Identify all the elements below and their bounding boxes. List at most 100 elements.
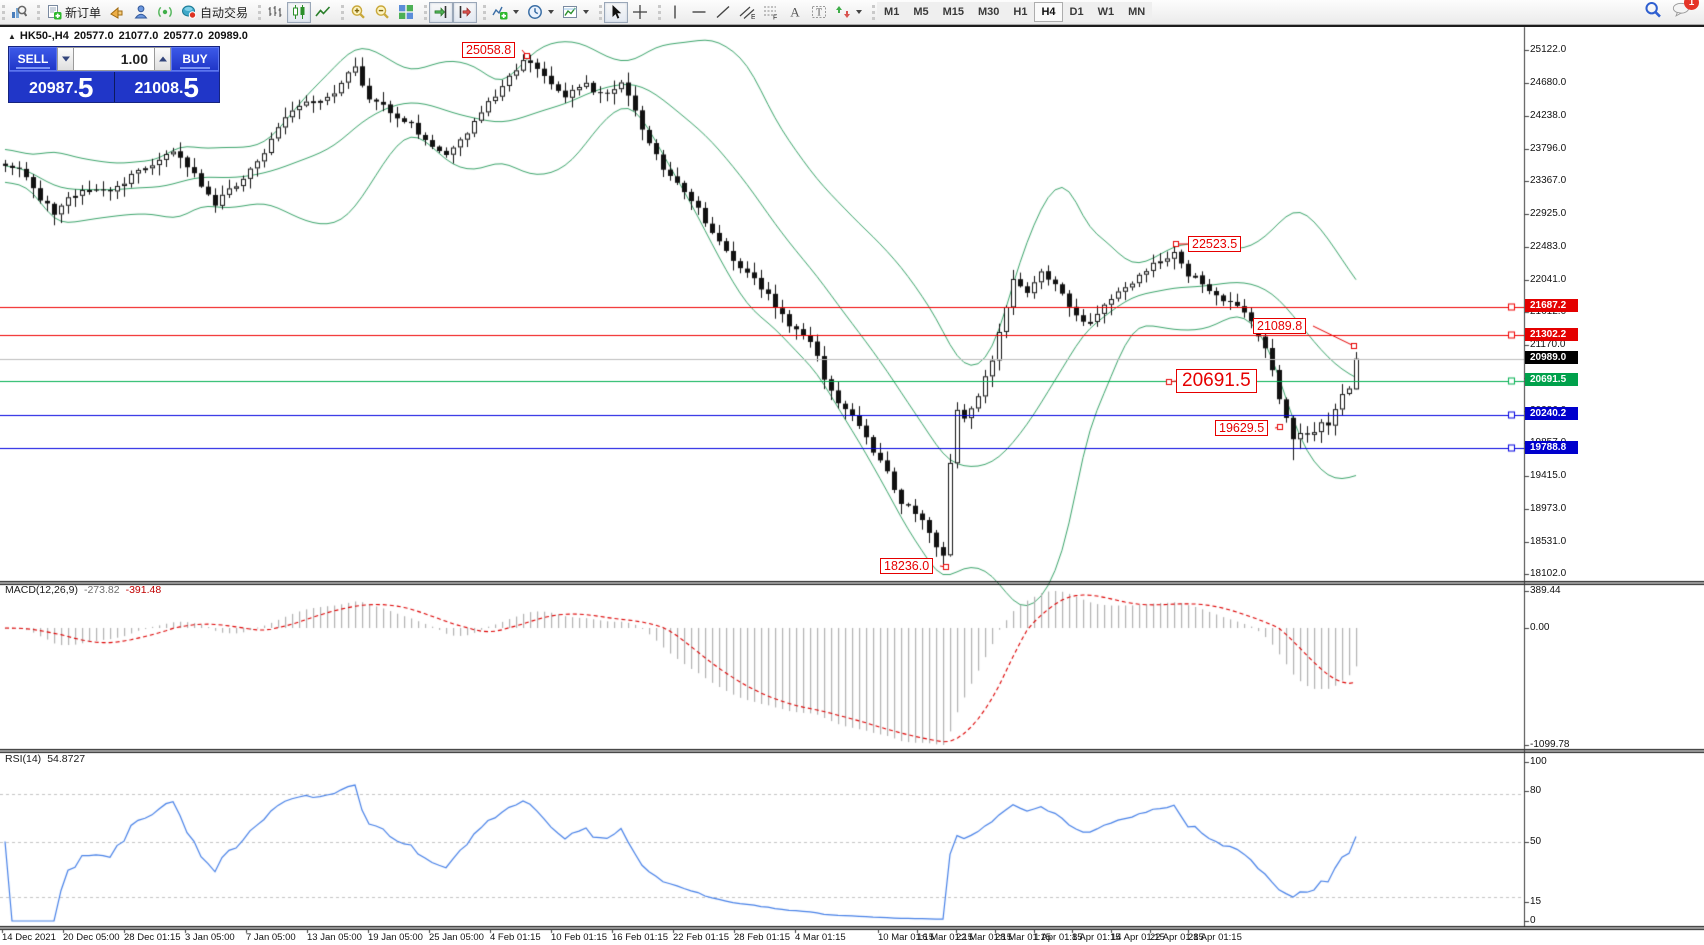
chart-lens-icon	[11, 4, 27, 20]
time-axis-label[interactable]: 19 Jan 05:00	[368, 932, 423, 943]
zoom-out-icon	[374, 4, 390, 20]
chevron-down-icon	[548, 10, 555, 14]
svg-text:E: E	[751, 14, 755, 20]
time-axis-label[interactable]: 28 Feb 01:15	[734, 932, 790, 943]
timeframe-w1[interactable]: W1	[1090, 2, 1122, 22]
zoom-out-button[interactable]	[370, 2, 394, 23]
account-button[interactable]	[129, 2, 153, 23]
signals-button[interactable]	[153, 2, 177, 23]
price-annotation[interactable]: 21089.8	[1253, 318, 1307, 334]
vertical-line-button[interactable]	[663, 2, 687, 23]
arrows-button[interactable]	[831, 2, 866, 23]
equidistant-channel-button[interactable]: E	[735, 2, 759, 23]
fibo-icon: F	[763, 4, 779, 20]
time-axis-label[interactable]: 4 Mar 01:15	[795, 932, 846, 943]
timeframe-m30[interactable]: M30	[971, 2, 1007, 22]
price-level-badge: 20240.2	[1525, 407, 1578, 421]
timeframe-d1[interactable]: D1	[1062, 2, 1091, 22]
price-axis-tick: 24680.0	[1530, 77, 1567, 88]
volume-decrease-button[interactable]	[57, 47, 74, 71]
price-annotation[interactable]: 22523.5	[1188, 236, 1242, 252]
text-button[interactable]: A	[783, 2, 807, 23]
radar-icon	[157, 4, 173, 20]
horizontal-line-button[interactable]	[687, 2, 711, 23]
person-icon	[133, 4, 149, 20]
price-annotation[interactable]: 20691.5	[1176, 369, 1257, 393]
panel-collapse-icon[interactable]: ▲	[8, 32, 16, 41]
time-axis-label[interactable]: 20 Dec 05:00	[63, 932, 120, 943]
search-button[interactable]	[1644, 1, 1662, 24]
autotrade-icon	[181, 4, 197, 20]
time-axis-label[interactable]: 13 Jan 05:00	[307, 932, 362, 943]
auto-scroll-button[interactable]	[429, 1, 454, 23]
time-axis-label[interactable]: 14 Apr 01:15	[1111, 932, 1165, 943]
zoom-in-button[interactable]	[346, 2, 370, 23]
time-axis-label[interactable]: 22 Feb 01:15	[673, 932, 729, 943]
time-axis-label[interactable]: 10 Feb 01:15	[551, 932, 607, 943]
text-label-icon: T	[811, 4, 827, 20]
tile-windows-button[interactable]	[394, 2, 418, 23]
price-annotation[interactable]: 25058.8	[462, 42, 516, 58]
time-axis-label[interactable]: 16 Mar 01:15	[917, 932, 973, 943]
time-axis-label[interactable]: 3 Jan 05:00	[185, 932, 235, 943]
macd-axis-tick: 0.00	[1530, 622, 1550, 633]
bar-chart-button[interactable]	[263, 2, 287, 23]
timeframe-h4[interactable]: H4	[1034, 2, 1063, 22]
notification-badge: 1	[1684, 0, 1699, 11]
templates-button[interactable]	[558, 2, 593, 23]
volume-increase-button[interactable]	[154, 47, 171, 71]
time-axis-label[interactable]: 8 Apr 01:15	[1072, 932, 1121, 943]
time-axis-label[interactable]: 28 Apr 01:15	[1188, 932, 1242, 943]
timeframe-d1-label: D1	[1069, 6, 1084, 18]
crosshair-button[interactable]	[628, 2, 652, 23]
time-axis-label[interactable]: 14 Dec 2021	[2, 932, 56, 943]
price-axis-tick: 24238.0	[1530, 110, 1567, 122]
autotrading-button[interactable]: 自动交易	[177, 2, 252, 23]
price-axis-tick: 18531.0	[1530, 536, 1567, 548]
volume-input[interactable]	[74, 47, 154, 71]
buy-button[interactable]: BUY	[171, 47, 219, 71]
toolbar-group-orders: 新订单 自动交易	[35, 0, 256, 25]
buy-price[interactable]: 21008. 5	[115, 72, 220, 102]
tile-icon	[398, 4, 414, 20]
indicators-button[interactable]	[488, 2, 523, 23]
periods-button[interactable]	[523, 2, 558, 23]
time-axis-label[interactable]: 22 Apr 01:15	[1150, 932, 1204, 943]
timeframe-m5[interactable]: M5	[906, 2, 936, 22]
sell-price[interactable]: 20987. 5	[9, 72, 115, 102]
time-axis-label[interactable]: 28 Dec 01:15	[124, 932, 181, 943]
price-annotation[interactable]: 19629.5	[1215, 420, 1269, 436]
text-label-button[interactable]: T	[807, 2, 831, 23]
sell-button[interactable]: SELL	[9, 47, 57, 71]
price-axis-tick: 25122.0	[1530, 44, 1567, 55]
macd-label: MACD(12,26,9) -273.82 -391.48	[5, 584, 161, 596]
time-axis-label[interactable]: 28 Mar 01:15	[995, 932, 1051, 943]
timeframe-h1[interactable]: H1	[1006, 2, 1035, 22]
time-axis-label[interactable]: 1 Apr 01:15	[1034, 932, 1083, 943]
chat-button[interactable]: 1	[1672, 0, 1699, 21]
candlestick-chart-button[interactable]	[287, 1, 312, 23]
time-axis-label[interactable]: 7 Jan 05:00	[246, 932, 296, 943]
new-order-button[interactable]: 新订单	[42, 2, 105, 23]
news-button[interactable]	[105, 2, 129, 23]
time-axis-label[interactable]: 16 Feb 01:15	[612, 932, 668, 943]
time-axis-label[interactable]: 10 Mar 01:15	[878, 932, 934, 943]
timeframe-m1[interactable]: M1	[877, 2, 907, 22]
chart-shift-button[interactable]	[453, 1, 478, 23]
cursor-button[interactable]	[604, 1, 629, 23]
fibonacci-button[interactable]: F	[759, 2, 783, 23]
timeframe-mn[interactable]: MN	[1121, 2, 1153, 22]
line-chart-button[interactable]	[311, 2, 335, 23]
time-axis-label[interactable]: 4 Feb 01:15	[490, 932, 541, 943]
rsi-axis-tick: 15	[1530, 896, 1542, 907]
zoom-in-icon	[350, 4, 366, 20]
market-window-button[interactable]	[7, 2, 31, 23]
timeframe-h4-label: H4	[1041, 6, 1056, 18]
price-annotation[interactable]: 18236.0	[880, 558, 934, 574]
trendline-button[interactable]	[711, 2, 735, 23]
time-axis-label[interactable]: 25 Jan 05:00	[429, 932, 484, 943]
timeframe-mn-label: MN	[1128, 6, 1146, 18]
time-axis-label[interactable]: 22 Mar 01:15	[956, 932, 1012, 943]
timeframe-m15[interactable]: M15	[935, 2, 971, 22]
